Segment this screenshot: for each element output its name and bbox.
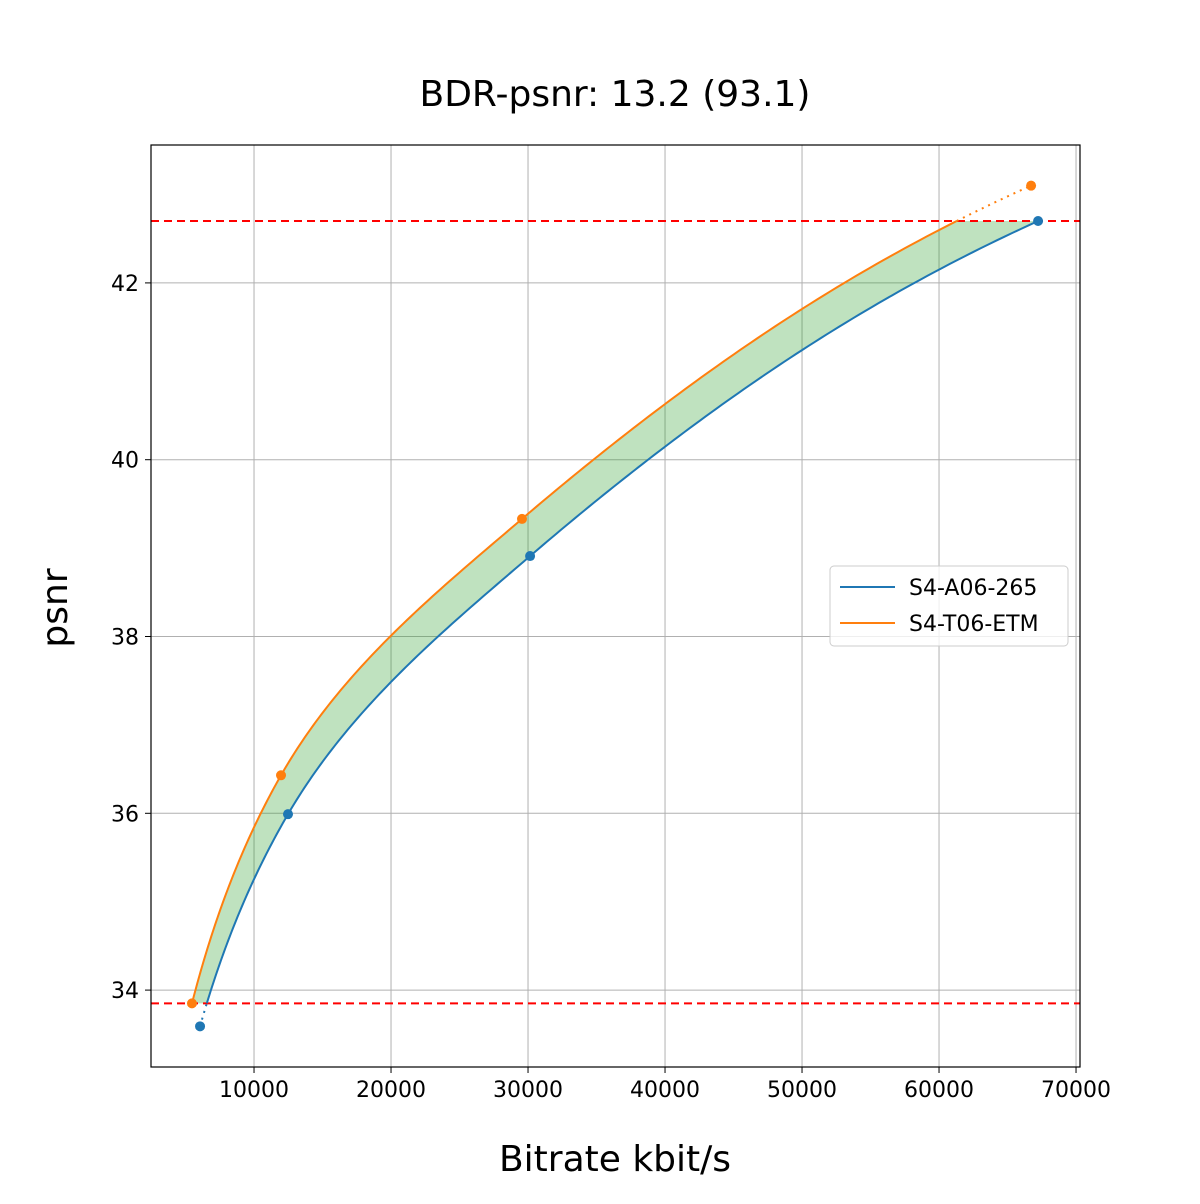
data-point bbox=[1033, 216, 1044, 227]
x-tick-label: 50000 bbox=[767, 1078, 837, 1103]
series-dotted-1 bbox=[956, 184, 1032, 222]
plot-frame bbox=[150, 144, 1081, 1068]
data-point bbox=[186, 998, 197, 1009]
data-point bbox=[283, 809, 294, 820]
ticks: 10000 20000 30000 40000 50000 60000 70000 34 36 3… bbox=[111, 272, 1111, 1103]
reference-lines bbox=[151, 220, 1080, 1005]
data-point bbox=[1026, 180, 1037, 191]
series bbox=[186, 180, 1044, 1032]
x-tick-label: 10000 bbox=[219, 1078, 289, 1103]
x-tick-label: 40000 bbox=[630, 1078, 700, 1103]
legend-label-0: S4-A06-265 bbox=[909, 576, 1037, 601]
x-axis-label: Bitrate kbit/s bbox=[499, 1139, 731, 1180]
x-tick-label: 70000 bbox=[1041, 1078, 1111, 1103]
x-tick-label: 60000 bbox=[904, 1078, 974, 1103]
y-tick-label: 38 bbox=[111, 625, 139, 650]
x-tick-label: 30000 bbox=[493, 1078, 563, 1103]
data-point bbox=[516, 513, 527, 524]
data-point bbox=[525, 551, 536, 562]
x-tick-label: 20000 bbox=[356, 1078, 426, 1103]
data-point bbox=[195, 1021, 206, 1032]
series-line-1 bbox=[190, 220, 958, 1004]
y-tick-label: 36 bbox=[111, 802, 139, 827]
chart-title: BDR-psnr: 13.2 (93.1) bbox=[420, 74, 811, 115]
data-point bbox=[276, 770, 287, 781]
legend: S4-A06-265 S4-T06-ETM bbox=[829, 565, 1069, 647]
y-axis-label: psnr bbox=[35, 568, 76, 647]
y-tick-label: 34 bbox=[111, 979, 139, 1004]
y-tick-label: 42 bbox=[111, 272, 139, 297]
legend-label-1: S4-T06-ETM bbox=[909, 612, 1039, 637]
y-tick-label: 40 bbox=[111, 449, 139, 474]
series-line-0 bbox=[205, 220, 1039, 1004]
